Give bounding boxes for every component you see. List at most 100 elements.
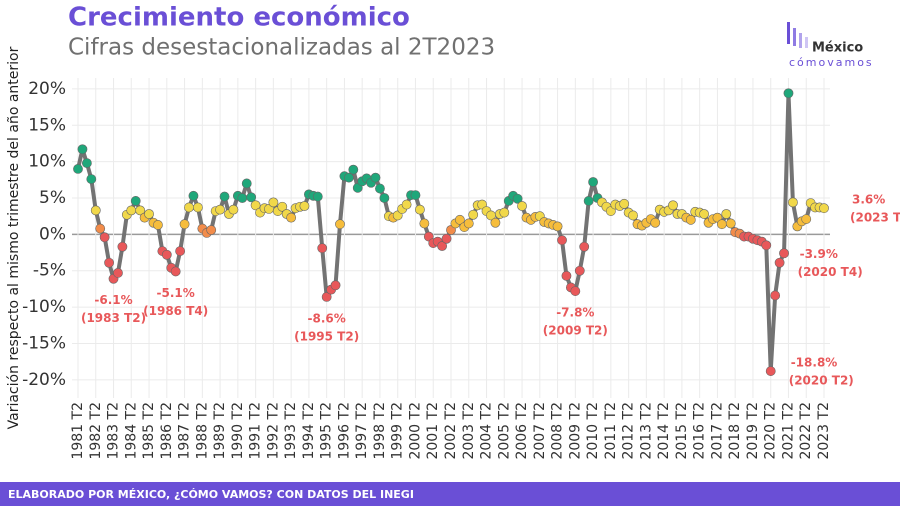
- x-tick-label: 1989 T2: [212, 402, 228, 460]
- data-point: [237, 193, 248, 203]
- data-point: [161, 249, 172, 260]
- data-point: [685, 214, 696, 225]
- data-point: [192, 202, 203, 213]
- x-tick-label: 2022 T2: [798, 402, 814, 460]
- data-point: [215, 204, 225, 215]
- data-point: [401, 199, 412, 210]
- x-tick-label: 1984 T2: [123, 402, 139, 460]
- data-point: [144, 209, 154, 219]
- x-tick-label: 2001 T2: [425, 402, 441, 460]
- data-point: [117, 241, 128, 252]
- data-point: [463, 218, 474, 229]
- data-point: [348, 164, 359, 175]
- x-tick-label: 1983 T2: [106, 402, 122, 460]
- data-point: [819, 203, 829, 214]
- data-point: [765, 366, 776, 376]
- x-tick-label: 1994 T2: [301, 402, 317, 460]
- data-point: [770, 290, 781, 301]
- x-tick-label: 2021 T2: [780, 402, 796, 460]
- data-point: [788, 197, 798, 208]
- x-tick-label: 1985 T2: [141, 402, 157, 460]
- annotation-value: -8.6%: [308, 311, 346, 325]
- x-tick-label: 2011 T2: [603, 402, 619, 460]
- x-tick-label: 1988 T2: [194, 402, 210, 460]
- x-tick-label: 1990 T2: [230, 402, 246, 460]
- data-point: [335, 219, 345, 230]
- x-tick-label: 1999 T2: [390, 402, 406, 460]
- data-point: [113, 268, 123, 278]
- annotation-value: -5.1%: [157, 286, 195, 300]
- x-tick-label: 2005 T2: [496, 402, 512, 460]
- x-tick-label: 2003 T2: [461, 402, 477, 460]
- data-point: [574, 265, 585, 276]
- data-point: [99, 232, 110, 243]
- data-point: [343, 172, 354, 183]
- data-point: [561, 270, 572, 281]
- annotation-value: -3.9%: [800, 247, 838, 261]
- y-tick-label: -20%: [22, 370, 66, 390]
- data-point: [783, 88, 794, 99]
- annotation-value: 3.6%: [852, 193, 885, 207]
- data-point: [81, 158, 92, 168]
- subtitle: Cifras desestacionalizadas al 2T2023: [68, 35, 495, 61]
- x-tick-label: 2020 T2: [763, 402, 779, 460]
- y-tick-label: 5%: [39, 188, 66, 208]
- data-point: [619, 198, 630, 209]
- x-tick-label: 2002 T2: [443, 402, 459, 460]
- data-point: [126, 205, 137, 216]
- data-point: [77, 144, 88, 155]
- x-tick-label: 2008 T2: [550, 402, 566, 460]
- data-point: [184, 202, 194, 213]
- data-point: [135, 205, 146, 216]
- annotation-period: (1986 T4): [143, 304, 208, 318]
- x-tick-label: 2000 T2: [407, 402, 423, 460]
- data-point: [90, 205, 101, 216]
- x-tick-label: 2004 T2: [479, 402, 495, 460]
- x-tick-label: 1981 T2: [70, 402, 86, 460]
- data-point: [583, 196, 594, 206]
- logo-bar: [799, 33, 802, 48]
- title: Crecimiento económico: [68, 3, 410, 33]
- data-point: [170, 266, 181, 277]
- data-point: [721, 209, 732, 219]
- logo-bar: [805, 37, 808, 48]
- data-point: [668, 200, 678, 211]
- x-tick-label: 2014 T2: [656, 402, 672, 460]
- annotation-period: (2023 T2): [850, 211, 900, 225]
- x-tick-label: 2023 T2: [816, 402, 832, 460]
- data-point: [454, 214, 465, 225]
- data-point: [179, 219, 190, 230]
- data-point: [286, 212, 297, 223]
- annotation-value: -7.8%: [556, 306, 594, 320]
- x-tick-label: 1997 T2: [354, 402, 370, 460]
- x-tick-label: 1998 T2: [372, 402, 388, 460]
- data-point: [716, 219, 727, 230]
- y-tick-label: 20%: [28, 79, 66, 99]
- y-axis-label: Variación respecto al mismo trimestre de…: [6, 46, 22, 429]
- annotation-period: (1995 T2): [294, 329, 359, 343]
- data-point: [86, 174, 97, 184]
- logo-bar: [793, 28, 796, 46]
- y-tick-label: 0%: [39, 224, 66, 244]
- x-tick-label: 1982 T2: [88, 402, 104, 460]
- data-point: [206, 225, 217, 235]
- x-tick-label: 2016 T2: [692, 402, 708, 460]
- annotation-value: -18.8%: [791, 356, 838, 370]
- logo-bar: [787, 22, 790, 44]
- data-point: [175, 246, 186, 256]
- x-tick-label: 2013 T2: [638, 402, 654, 460]
- data-point: [557, 235, 567, 246]
- data-point: [588, 177, 598, 187]
- annotation-period: (1983 T2): [81, 311, 146, 325]
- data-point: [104, 257, 114, 268]
- data-point: [499, 207, 510, 218]
- x-tick-label: 1987 T2: [177, 402, 193, 460]
- footer-bar: [0, 482, 900, 506]
- data-point: [250, 200, 261, 211]
- x-tick-label: 2015 T2: [674, 402, 690, 460]
- x-tick-label: 1992 T2: [265, 402, 281, 460]
- logo: México cómovamos: [787, 22, 872, 69]
- data-point: [153, 220, 163, 230]
- x-tick-label: 2007 T2: [532, 402, 548, 460]
- annotation-period: (2020 T4): [798, 265, 863, 279]
